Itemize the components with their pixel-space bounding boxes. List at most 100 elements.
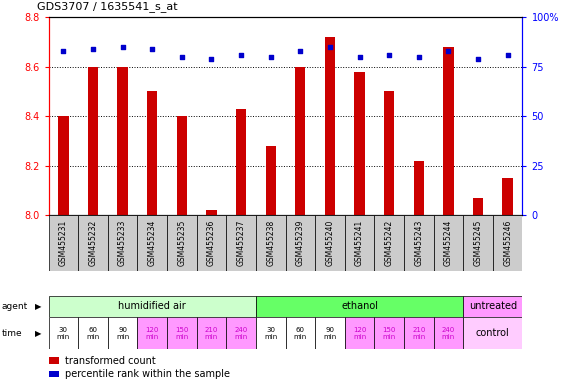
Bar bbox=[355, 72, 365, 215]
Bar bbox=[49, 357, 59, 364]
Bar bbox=[226, 215, 256, 271]
Bar bbox=[108, 317, 138, 349]
Text: control: control bbox=[476, 328, 510, 338]
Point bbox=[59, 48, 68, 54]
Bar bbox=[256, 215, 286, 271]
Text: 240
min: 240 min bbox=[442, 327, 455, 339]
Text: GDS3707 / 1635541_s_at: GDS3707 / 1635541_s_at bbox=[37, 1, 178, 12]
Bar bbox=[433, 317, 463, 349]
Bar bbox=[49, 296, 256, 317]
Point bbox=[148, 46, 157, 52]
Bar bbox=[49, 317, 78, 349]
Text: transformed count: transformed count bbox=[65, 356, 156, 366]
Text: 120
min: 120 min bbox=[146, 327, 159, 339]
Text: GSM455242: GSM455242 bbox=[385, 220, 393, 266]
Bar bbox=[236, 109, 246, 215]
Bar bbox=[404, 215, 433, 271]
Point bbox=[236, 52, 246, 58]
Bar bbox=[147, 91, 158, 215]
Point bbox=[473, 56, 482, 62]
Bar bbox=[226, 317, 256, 349]
Text: GSM455232: GSM455232 bbox=[89, 220, 98, 266]
Text: 210
min: 210 min bbox=[412, 327, 425, 339]
Text: 240
min: 240 min bbox=[235, 327, 248, 339]
Point bbox=[207, 56, 216, 62]
Bar bbox=[138, 317, 167, 349]
Text: 30
min: 30 min bbox=[264, 327, 278, 339]
Bar bbox=[463, 296, 522, 317]
Text: GSM455245: GSM455245 bbox=[473, 220, 482, 266]
Bar bbox=[49, 371, 59, 377]
Text: 30
min: 30 min bbox=[57, 327, 70, 339]
Bar bbox=[473, 198, 483, 215]
Point bbox=[266, 54, 275, 60]
Bar bbox=[256, 296, 463, 317]
Text: untreated: untreated bbox=[469, 301, 517, 311]
Text: 120
min: 120 min bbox=[353, 327, 366, 339]
Text: agent: agent bbox=[2, 302, 28, 311]
Text: GSM455244: GSM455244 bbox=[444, 220, 453, 266]
Text: GSM455240: GSM455240 bbox=[325, 220, 335, 266]
Bar bbox=[384, 91, 395, 215]
Text: 90
min: 90 min bbox=[116, 327, 129, 339]
Bar bbox=[176, 116, 187, 215]
Bar bbox=[493, 215, 522, 271]
Bar bbox=[463, 317, 522, 349]
Text: ▶: ▶ bbox=[35, 302, 42, 311]
Point bbox=[177, 54, 186, 60]
Text: time: time bbox=[2, 329, 22, 338]
Bar bbox=[433, 215, 463, 271]
Text: 150
min: 150 min bbox=[175, 327, 188, 339]
Bar bbox=[345, 317, 375, 349]
Text: GSM455234: GSM455234 bbox=[148, 220, 156, 266]
Bar bbox=[443, 47, 453, 215]
Bar bbox=[502, 178, 513, 215]
Point bbox=[296, 48, 305, 54]
Text: ethanol: ethanol bbox=[341, 301, 378, 311]
Bar bbox=[266, 146, 276, 215]
Text: 90
min: 90 min bbox=[323, 327, 336, 339]
Bar bbox=[404, 317, 433, 349]
Bar bbox=[138, 215, 167, 271]
Text: GSM455233: GSM455233 bbox=[118, 220, 127, 266]
Text: GSM455243: GSM455243 bbox=[415, 220, 423, 266]
Point bbox=[89, 46, 98, 52]
Bar bbox=[196, 215, 226, 271]
Bar bbox=[88, 67, 98, 215]
Bar bbox=[108, 215, 138, 271]
Bar bbox=[375, 317, 404, 349]
Bar bbox=[118, 67, 128, 215]
Bar bbox=[286, 317, 315, 349]
Text: humidified air: humidified air bbox=[118, 301, 186, 311]
Point bbox=[444, 48, 453, 54]
Bar bbox=[196, 317, 226, 349]
Text: GSM455237: GSM455237 bbox=[236, 220, 246, 266]
Bar bbox=[286, 215, 315, 271]
Text: GSM455236: GSM455236 bbox=[207, 220, 216, 266]
Bar bbox=[206, 210, 216, 215]
Point bbox=[385, 52, 394, 58]
Bar bbox=[315, 215, 345, 271]
Bar bbox=[58, 116, 69, 215]
Text: 60
min: 60 min bbox=[293, 327, 307, 339]
Point bbox=[414, 54, 423, 60]
Bar bbox=[315, 317, 345, 349]
Bar bbox=[463, 215, 493, 271]
Text: 150
min: 150 min bbox=[383, 327, 396, 339]
Point bbox=[355, 54, 364, 60]
Text: GSM455235: GSM455235 bbox=[178, 220, 186, 266]
Text: 60
min: 60 min bbox=[86, 327, 99, 339]
Bar bbox=[167, 215, 196, 271]
Bar bbox=[167, 317, 196, 349]
Point bbox=[503, 52, 512, 58]
Text: GSM455231: GSM455231 bbox=[59, 220, 68, 266]
Text: GSM455246: GSM455246 bbox=[503, 220, 512, 266]
Bar bbox=[78, 215, 108, 271]
Text: ▶: ▶ bbox=[35, 329, 42, 338]
Point bbox=[325, 44, 335, 50]
Text: percentile rank within the sample: percentile rank within the sample bbox=[65, 369, 230, 379]
Bar bbox=[78, 317, 108, 349]
Text: GSM455238: GSM455238 bbox=[266, 220, 275, 266]
Bar bbox=[345, 215, 375, 271]
Bar bbox=[295, 67, 305, 215]
